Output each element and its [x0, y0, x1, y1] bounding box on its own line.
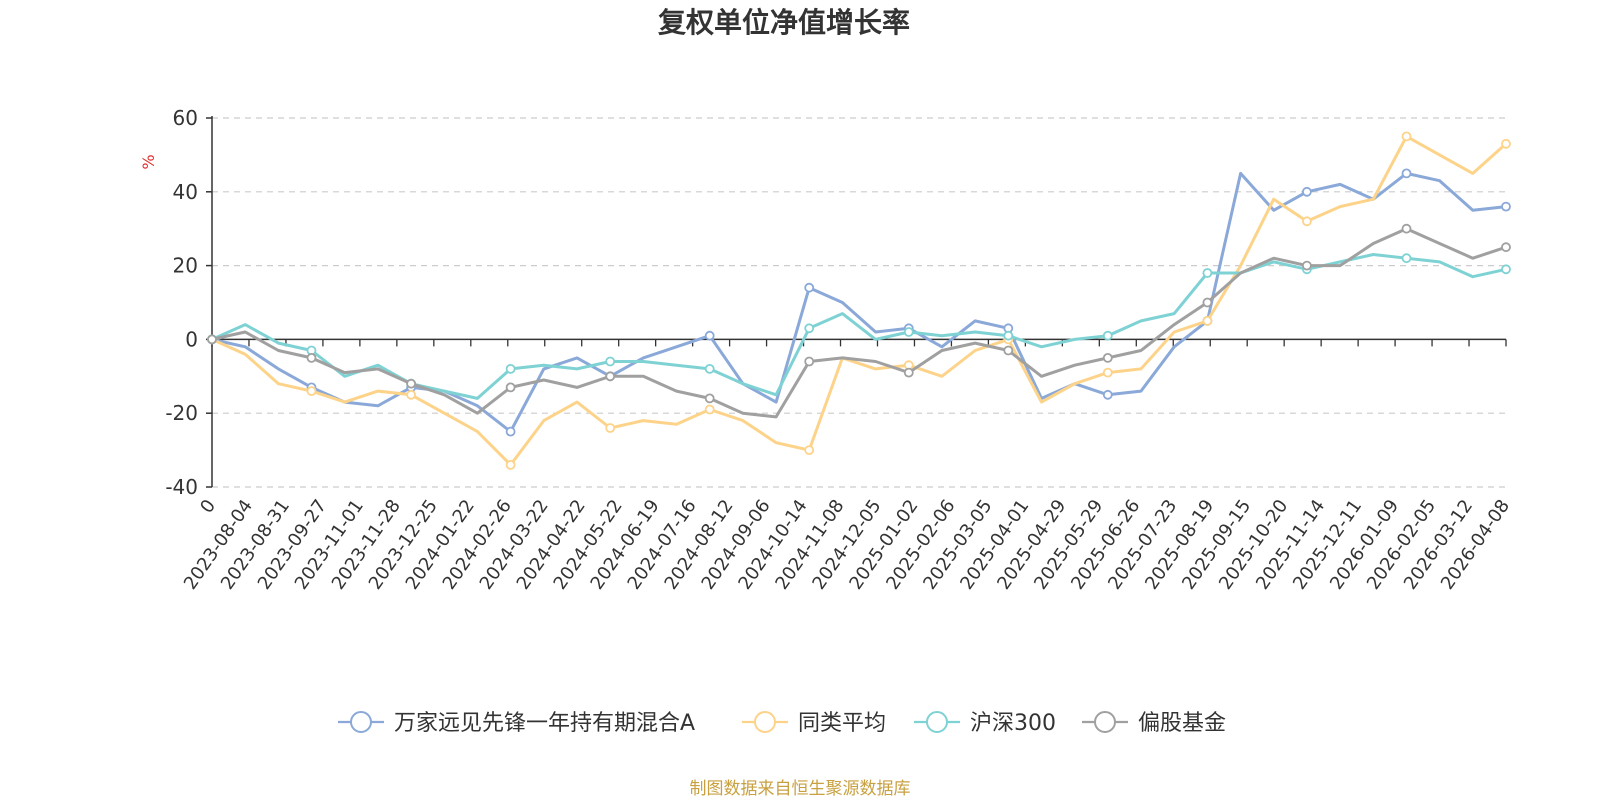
y-tick-label: 20	[173, 254, 198, 278]
data-point	[1102, 330, 1113, 341]
data-point	[1302, 216, 1312, 227]
data-point	[1102, 352, 1113, 363]
data-source-note: 制图数据来自恒生聚源数据库	[690, 779, 911, 799]
data-point	[1202, 297, 1213, 308]
data-point	[704, 393, 715, 404]
y-tick-label: 0	[185, 327, 198, 351]
data-point	[903, 367, 914, 378]
data-point	[704, 363, 715, 374]
data-point	[1302, 260, 1312, 271]
data-point	[505, 382, 516, 393]
data-point	[406, 378, 417, 389]
data-point	[306, 386, 317, 397]
series-0	[207, 168, 1511, 437]
data-point	[704, 330, 715, 341]
data-point	[1501, 264, 1511, 275]
series-line	[210, 134, 1508, 467]
data-point	[306, 352, 317, 363]
data-point	[1501, 201, 1511, 212]
data-point	[1102, 389, 1113, 400]
data-point	[1202, 268, 1213, 278]
y-tick-label: -20	[165, 401, 198, 425]
data-point	[1501, 138, 1511, 149]
series-line	[210, 253, 1508, 400]
data-point	[1401, 131, 1412, 142]
legend-marker	[926, 711, 948, 733]
data-point	[1401, 168, 1412, 179]
data-point	[605, 356, 616, 367]
legend-label: 同类平均	[798, 711, 886, 736]
data-point	[1302, 186, 1312, 197]
legend-label: 万家远见先锋一年持有期混合A	[394, 711, 695, 736]
data-point	[505, 459, 516, 470]
data-point	[207, 334, 217, 345]
data-point	[1501, 242, 1511, 253]
data-point	[804, 282, 815, 293]
x-tick-label: 0	[196, 496, 220, 517]
data-point	[505, 363, 516, 374]
legend-marker	[350, 711, 372, 733]
data-point	[406, 389, 417, 400]
y-tick-label: -40	[165, 475, 198, 499]
legend-label: 偏股基金	[1138, 711, 1226, 736]
data-point	[1401, 253, 1412, 264]
series-line	[210, 227, 1508, 419]
data-point	[804, 445, 815, 456]
chart-title: 复权单位净值增长率	[658, 6, 910, 39]
data-point	[804, 356, 815, 367]
series-2	[207, 253, 1511, 400]
series-1	[207, 131, 1511, 470]
legend-item-2[interactable]: 沪深300	[914, 711, 1056, 736]
legend-item-0[interactable]: 万家远见先锋一年持有期混合A	[338, 711, 695, 736]
series-lines	[207, 131, 1511, 470]
data-point	[1003, 330, 1014, 341]
legend-marker	[754, 711, 776, 733]
data-point	[804, 323, 815, 334]
grid	[212, 117, 1506, 488]
y-tick-label: 40	[173, 180, 198, 204]
data-point	[903, 327, 914, 337]
legend-marker	[1094, 711, 1116, 733]
legend-item-3[interactable]: 偏股基金	[1082, 711, 1226, 736]
data-point	[505, 426, 516, 437]
data-point	[605, 423, 616, 433]
legend-item-1[interactable]: 同类平均	[742, 711, 886, 736]
data-point	[1401, 223, 1412, 234]
series-3	[207, 223, 1511, 419]
data-point	[704, 404, 715, 415]
legend[interactable]: 万家远见先锋一年持有期混合A 同类平均 沪深300 偏股基金	[338, 711, 1226, 736]
axes: -40-20020406002023-08-042023-08-312023-0…	[165, 106, 1514, 594]
data-point	[1102, 367, 1113, 378]
legend-label: 沪深300	[970, 711, 1056, 736]
y-tick-label: 60	[173, 106, 198, 130]
data-point	[1202, 315, 1213, 326]
data-point	[1003, 345, 1014, 356]
y-axis-unit: %	[139, 154, 158, 169]
data-point	[605, 371, 616, 382]
